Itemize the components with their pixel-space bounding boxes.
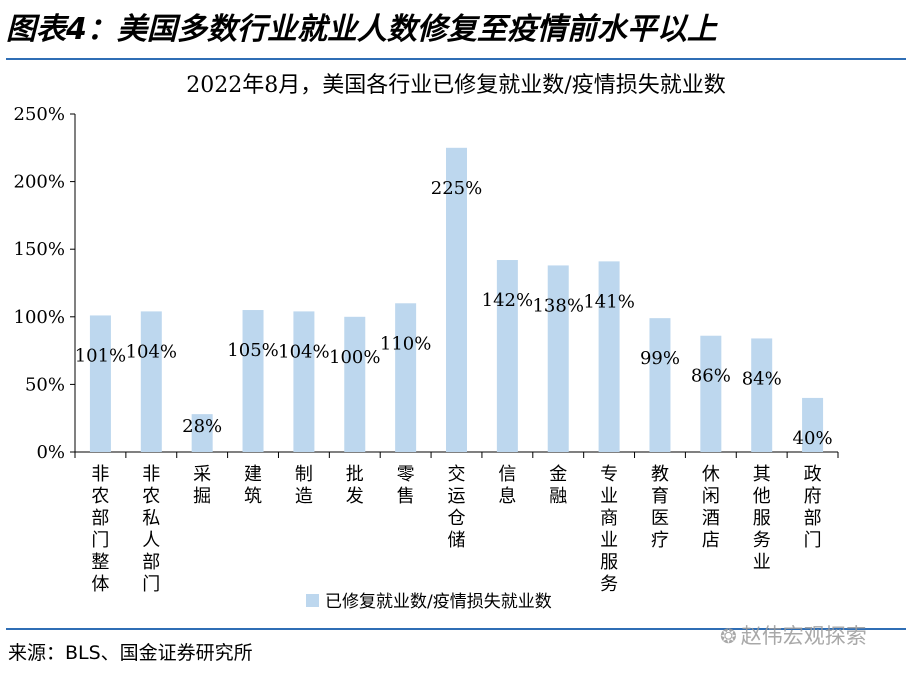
y-tick-label: 150%: [14, 239, 65, 260]
data-label: 84%: [742, 368, 782, 389]
bar: [344, 316, 366, 452]
bar: [293, 311, 315, 452]
data-label: 138%: [532, 295, 583, 316]
bar: [547, 265, 569, 452]
y-tick-label: 0%: [36, 442, 65, 463]
data-label: 105%: [227, 340, 278, 361]
category-label: 其他服务业: [753, 464, 771, 573]
source-note: 来源：BLS、国金证券研究所: [8, 642, 253, 664]
data-label: 110%: [380, 333, 431, 354]
bar: [496, 260, 518, 452]
bar: [191, 414, 213, 452]
bar: [140, 311, 162, 452]
footer-rule: [6, 628, 906, 630]
category-label: 建筑: [244, 464, 262, 507]
category-label: 非农私人部门: [142, 464, 160, 595]
data-label: 99%: [640, 348, 680, 369]
wechat-icon: ❂: [720, 624, 737, 648]
bar: [802, 397, 824, 452]
legend-label: 已修复就业数/疫情损失就业数: [325, 592, 552, 612]
category-label: 信息: [498, 464, 516, 507]
chart-title: 2022年8月，美国各行业已修复就业数/疫情损失就业数: [186, 73, 725, 98]
category-label: 非农部门整体: [91, 464, 109, 595]
category-label: 专业商业服务: [600, 464, 618, 595]
data-label: 40%: [793, 428, 833, 449]
category-label: 制造: [295, 464, 313, 507]
data-label: 101%: [75, 345, 126, 366]
data-label: 225%: [431, 178, 482, 199]
figure-title: 图表4：美国多数行业就业人数修复至疫情前水平以上: [6, 12, 717, 47]
watermark: ❂ 赵伟宏观探索: [720, 620, 867, 650]
legend-swatch: [306, 594, 319, 607]
data-label: 86%: [691, 366, 731, 387]
category-label: 休闲酒店: [702, 464, 720, 551]
bar: [649, 318, 671, 452]
bar-chart: 2022年8月，美国各行业已修复就业数/疫情损失就业数 0% 50% 100% 150%…: [14, 73, 839, 612]
category-label: 交运仓储: [448, 464, 466, 551]
data-label: 100%: [329, 347, 380, 368]
data-label: 141%: [583, 291, 634, 312]
title-rule: [6, 58, 906, 60]
watermark-text: 赵伟宏观探索: [740, 624, 867, 648]
category-label: 政府部门: [804, 464, 822, 551]
bar: [89, 315, 111, 452]
bar: [242, 310, 264, 452]
bar: [598, 261, 620, 452]
data-label: 104%: [126, 341, 177, 362]
category-label: 批发: [346, 464, 364, 507]
category-label: 零售: [397, 464, 415, 507]
y-tick-label: 50%: [25, 374, 65, 395]
data-label: 28%: [182, 416, 222, 437]
y-tick-label: 200%: [14, 172, 65, 193]
data-label: 104%: [278, 341, 329, 362]
data-label: 142%: [482, 290, 533, 311]
category-label: 采掘: [193, 464, 211, 507]
bar: [446, 147, 467, 453]
category-label: 教育医疗: [651, 464, 669, 551]
y-tick-label: 100%: [14, 307, 65, 328]
category-label: 金融: [549, 464, 567, 507]
bar: [751, 338, 773, 452]
bar: [700, 335, 722, 452]
y-tick-label: 250%: [14, 104, 65, 125]
bar: [395, 303, 417, 452]
